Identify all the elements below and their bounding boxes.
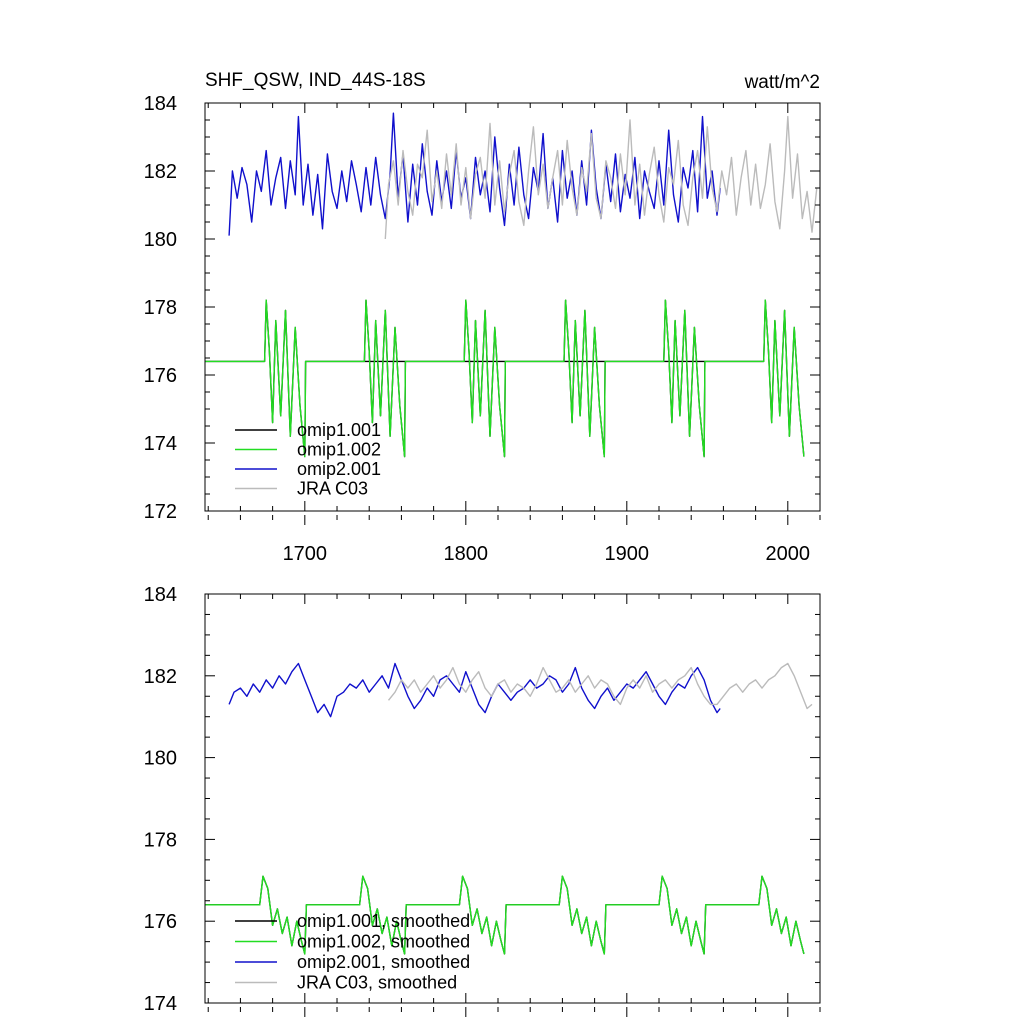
- y-tick-label: 184: [144, 93, 177, 115]
- y-tick-label: 176: [144, 911, 177, 933]
- panel-top: SHF_QSW, IND_44S-18S watt/m^2 172 174 176 1…: [144, 70, 821, 565]
- series-line-omip1-002: [205, 299, 805, 458]
- legend-label: JRA C03, smoothed: [297, 973, 457, 993]
- legend-label: omip1.002, smoothed: [297, 932, 470, 952]
- legend-label: omip2.001: [297, 459, 381, 479]
- y-tick-label: 182: [144, 161, 177, 183]
- legend-label: omip1.001: [297, 420, 381, 440]
- series-line-jra-c03-smoothed: [387, 662, 813, 710]
- x-tick-label: 2000: [766, 543, 811, 565]
- legend-label: omip1.002: [297, 440, 381, 460]
- legend-label: omip2.001, smoothed: [297, 952, 470, 972]
- y-tick-label: 182: [144, 666, 177, 688]
- y-tick-label: 176: [144, 365, 177, 387]
- x-tick-label: 1900: [605, 543, 650, 565]
- y-tick-label: 180: [144, 748, 177, 770]
- y-tick-label: 178: [144, 829, 177, 851]
- series-line-jra-c03: [384, 115, 818, 240]
- y-tick-label: 184: [144, 584, 177, 606]
- y-tick-label: 172: [144, 501, 177, 523]
- legend-label: JRA C03: [297, 479, 368, 499]
- x-tick-label: 1700: [283, 543, 328, 565]
- y-tick-label: 174: [144, 993, 177, 1015]
- panel-title: SHF_QSW, IND_44S-18S: [205, 70, 426, 91]
- y-tick-label: 174: [144, 433, 177, 455]
- series-line-omip1-002-smoothed: [205, 875, 805, 955]
- y-tick-label: 180: [144, 229, 177, 251]
- y-tick-label: 178: [144, 297, 177, 319]
- series-line-omip2-001-smoothed: [228, 662, 721, 718]
- series-line-omip2-001: [228, 112, 721, 236]
- legend-label: omip1.001, smoothed: [297, 911, 470, 931]
- units-label: watt/m^2: [744, 72, 820, 93]
- x-tick-label: 1800: [444, 543, 489, 565]
